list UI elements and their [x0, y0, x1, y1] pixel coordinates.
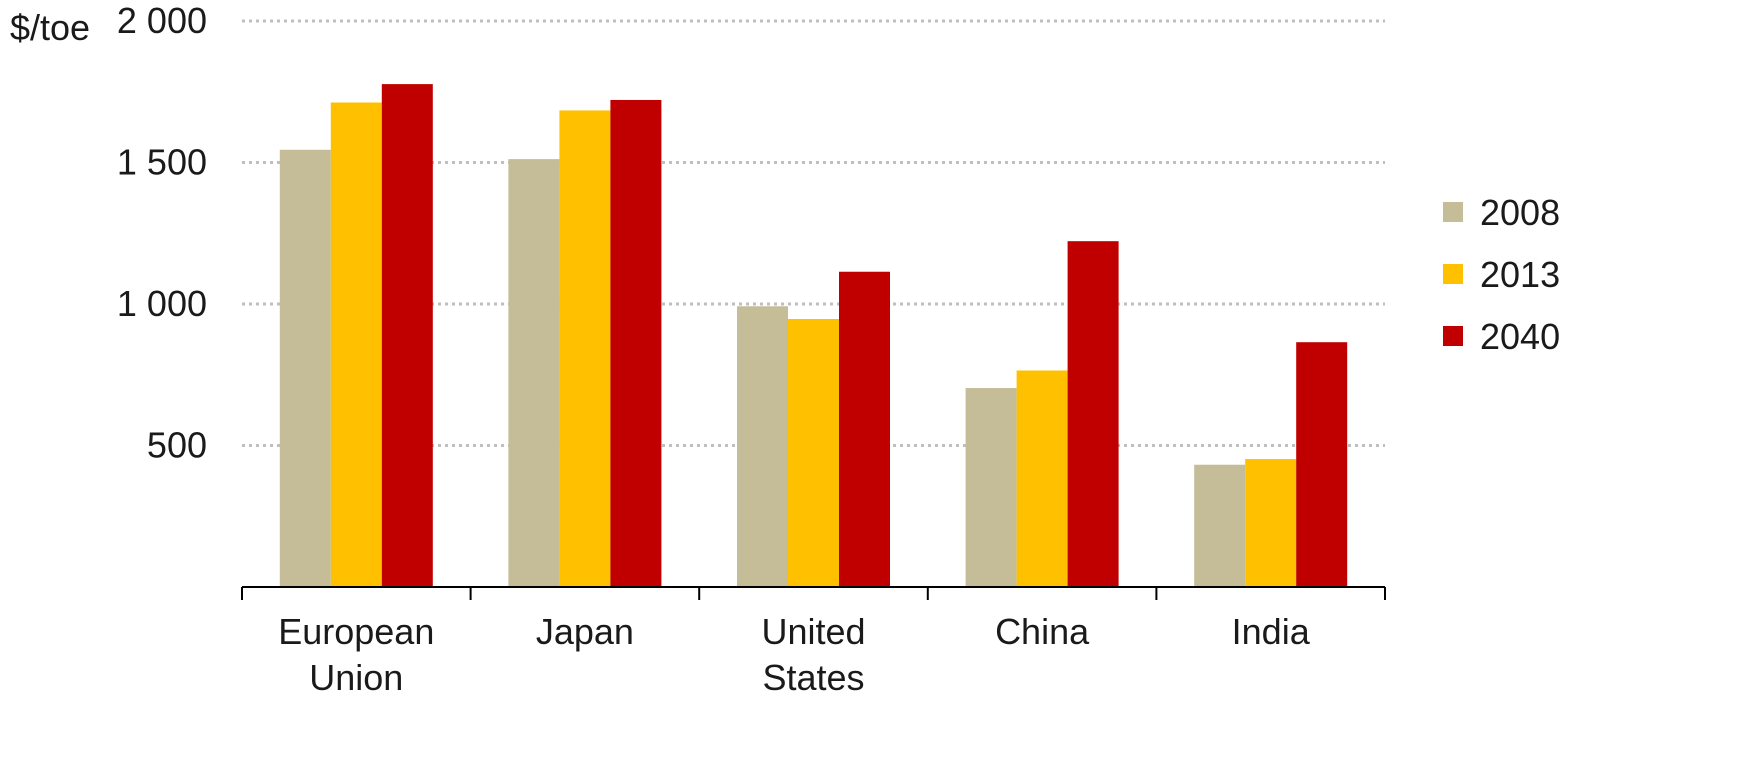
y-tick-label: 2 000: [117, 0, 207, 41]
bar-2040: [1296, 342, 1348, 587]
bar-2040: [1067, 241, 1119, 587]
y-tick-label: 1 500: [117, 142, 207, 183]
bar-2008: [508, 159, 560, 587]
bar-2013: [788, 318, 839, 587]
y-axis-tick-labels: 500 1 000 1 500 2 000: [117, 0, 207, 466]
x-category-label: United States: [761, 611, 865, 698]
bar-2040: [381, 84, 433, 587]
x-category-label: China: [995, 611, 1090, 652]
legend-swatch-2040: [1443, 326, 1463, 346]
bar-2008: [737, 306, 788, 587]
legend-label: 2040: [1480, 316, 1560, 357]
bar-2040: [839, 271, 890, 587]
legend-swatch-2013: [1443, 264, 1463, 284]
x-axis: European Union Japan United States China India: [241, 586, 1386, 698]
bar-2013: [1016, 370, 1068, 587]
bar-2008: [1194, 464, 1246, 587]
legend-label: 2013: [1480, 254, 1560, 295]
x-category-label: European Union: [278, 611, 434, 698]
x-category-label: India: [1232, 611, 1311, 652]
legend: 2008 2013 2040: [1443, 192, 1560, 357]
bar-2013: [559, 110, 611, 587]
x-category-label: Japan: [536, 611, 634, 652]
legend-label: 2008: [1480, 192, 1560, 233]
y-axis-unit-label: $/toe: [10, 7, 90, 48]
y-tick-label: 500: [147, 425, 207, 466]
bar-2013: [1245, 459, 1297, 587]
y-tick-label: 1 000: [117, 283, 207, 324]
bar-2008: [965, 388, 1017, 587]
bar-2040: [610, 99, 662, 587]
bar-2013: [330, 102, 382, 587]
bars: [279, 84, 1348, 587]
bar-2008: [279, 149, 331, 587]
legend-swatch-2008: [1443, 202, 1463, 222]
